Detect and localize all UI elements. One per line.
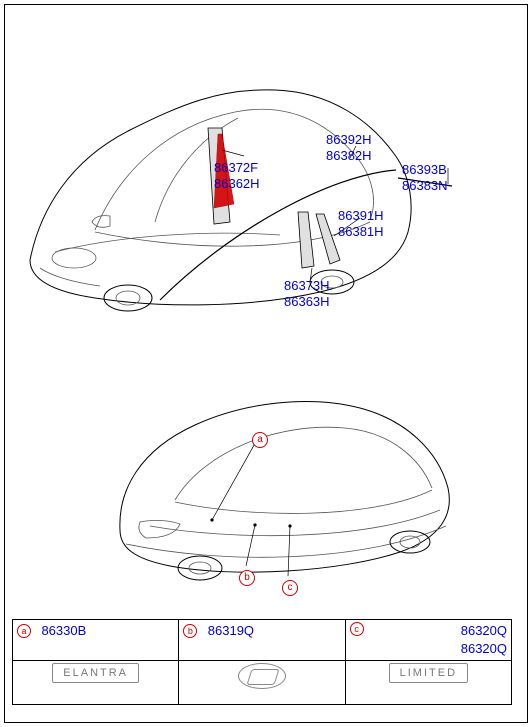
diagram-canvas: 86372F 86362H 86392H 86382H 86393B 86383… <box>0 0 532 727</box>
page-frame <box>4 4 528 723</box>
